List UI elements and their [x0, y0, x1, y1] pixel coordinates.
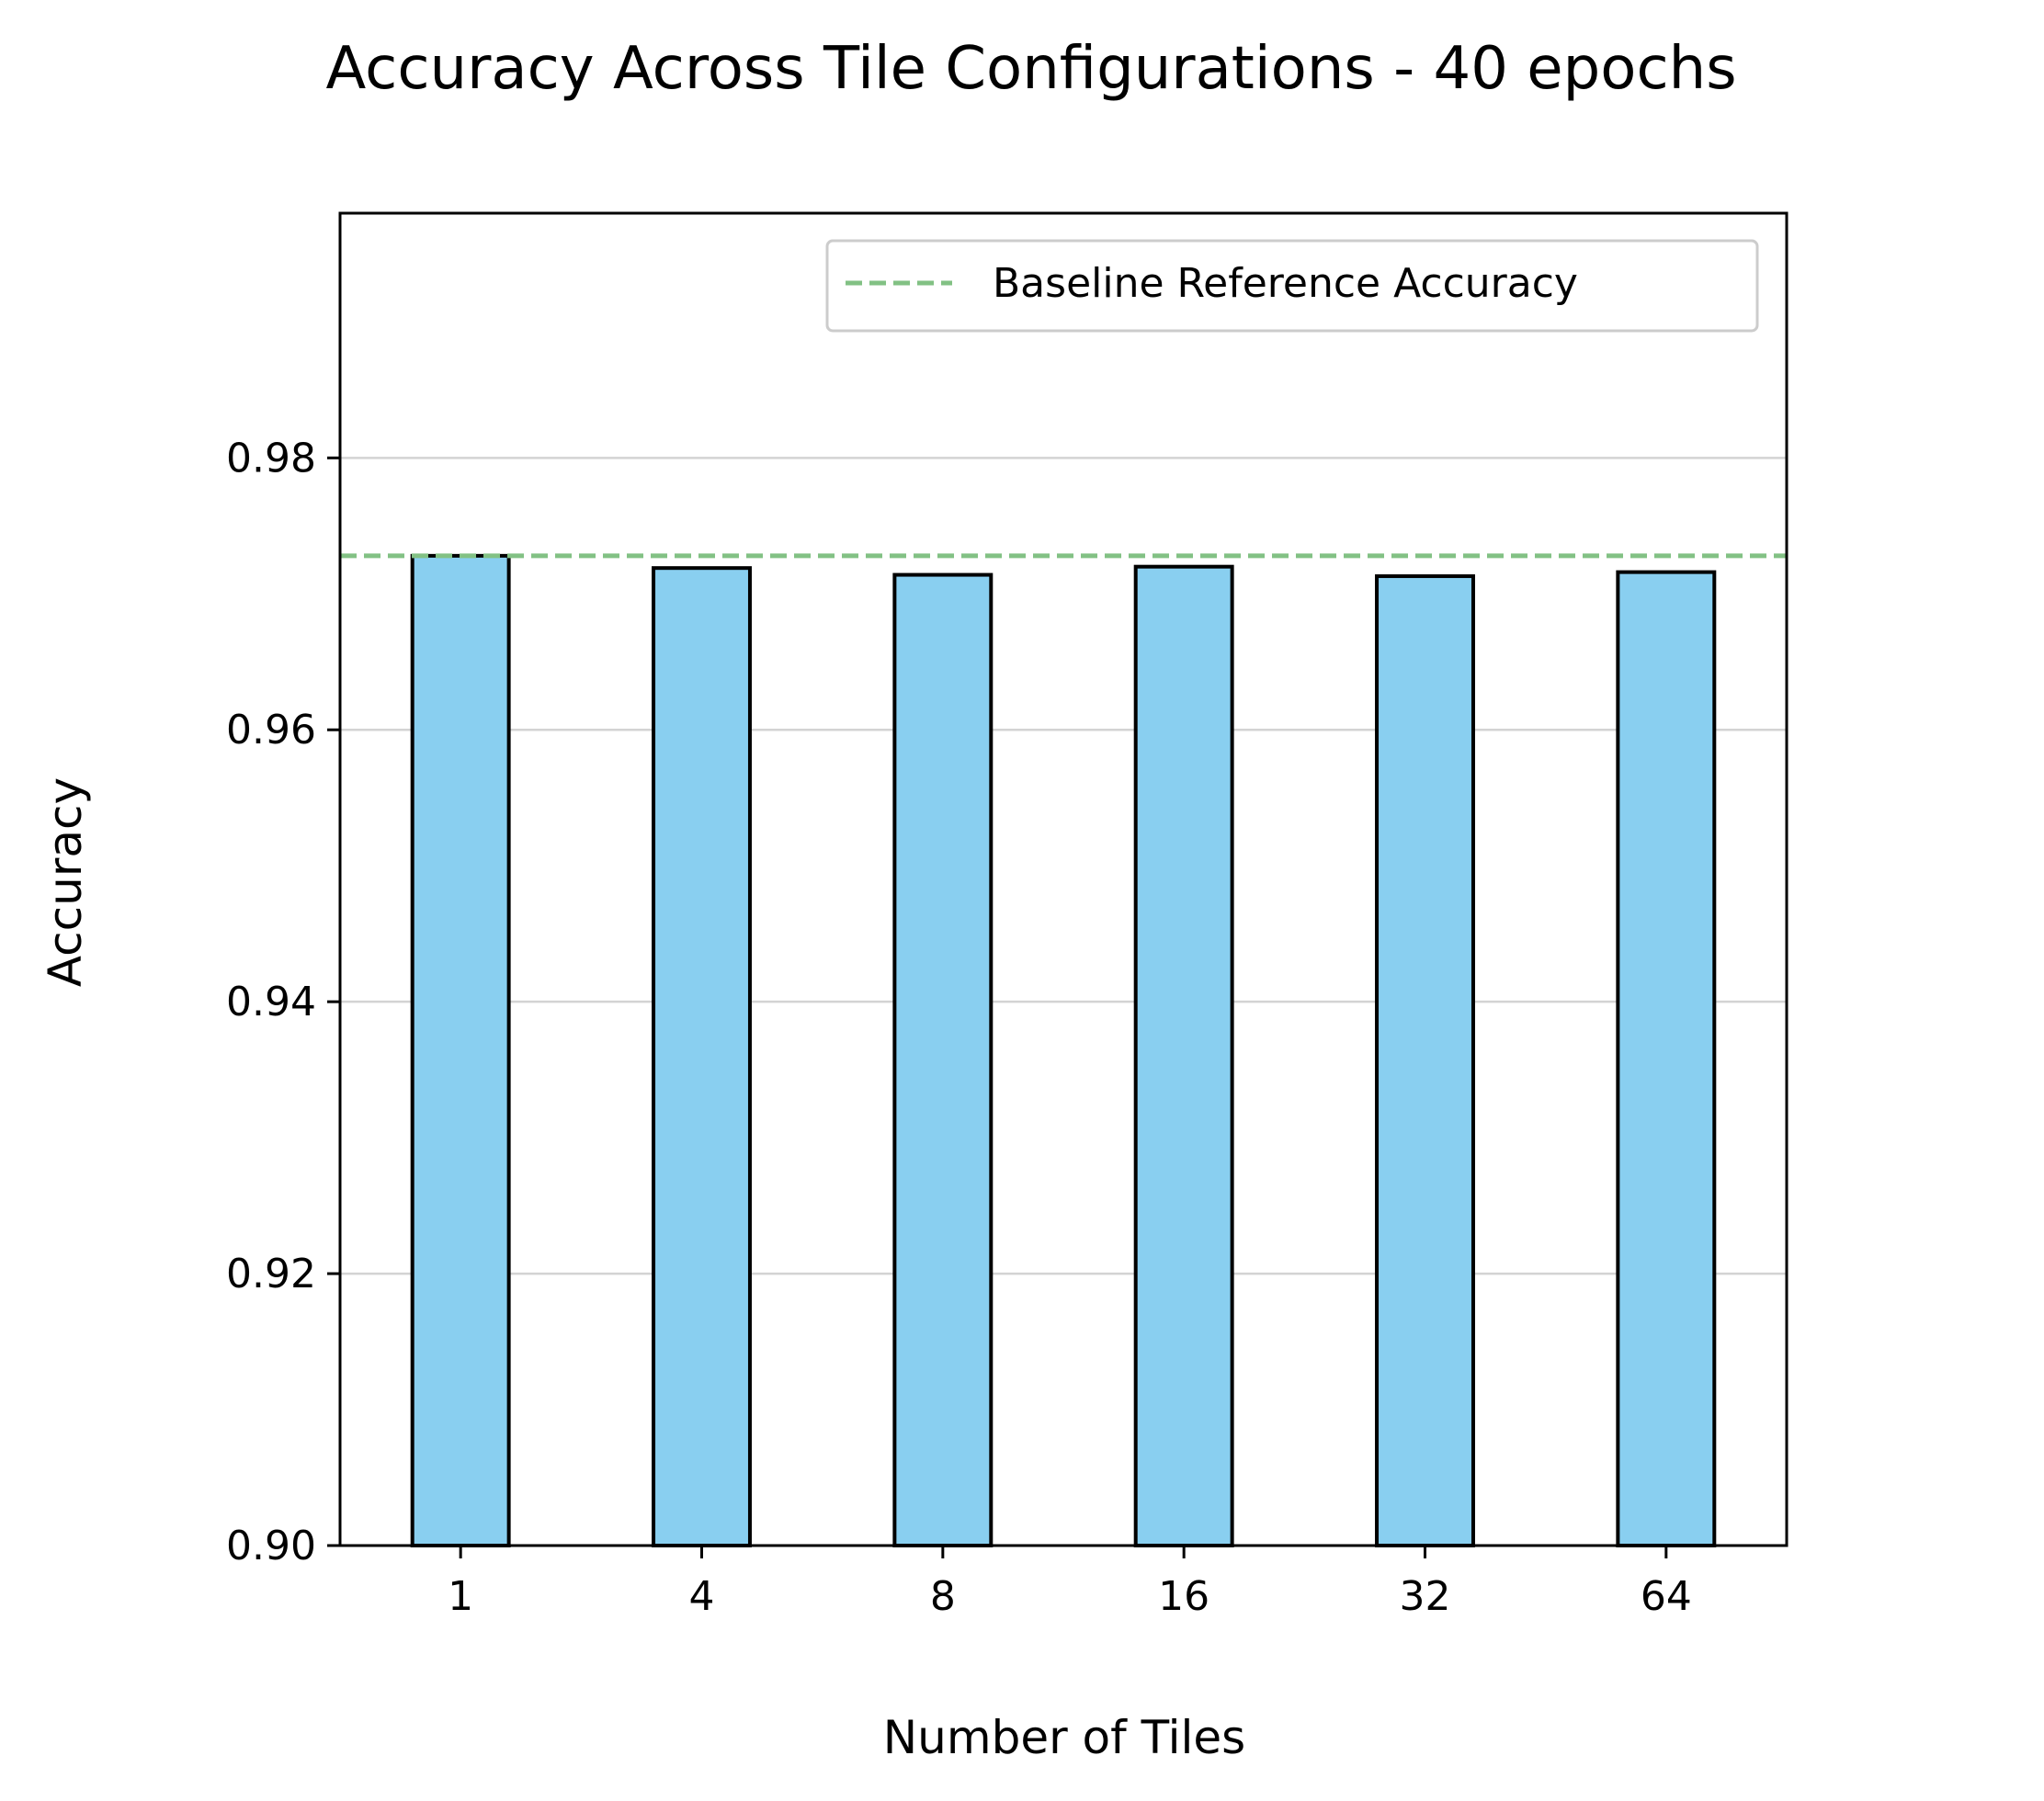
- chart-title: Accuracy Across Tile Configurations - 40…: [325, 35, 1736, 103]
- bar-64: [1616, 570, 1717, 1547]
- y-tick-label-1: 0.92: [226, 1251, 316, 1297]
- x-tick-label-32: 32: [1400, 1573, 1451, 1620]
- grid-lines: [340, 457, 1787, 1547]
- y-tick-label-3: 0.96: [226, 707, 316, 753]
- bars: [410, 553, 1717, 1547]
- x-tick-label-1: 1: [448, 1573, 473, 1620]
- x-tick-label-8: 8: [930, 1573, 956, 1620]
- legend-label-baseline: Baseline Reference Accuracy: [993, 260, 1578, 307]
- axes: [338, 211, 1788, 1547]
- x-axis-ticks: 1 4 8 16 32 64: [448, 1546, 1692, 1620]
- bar-1: [410, 553, 511, 1547]
- x-tick-label-64: 64: [1641, 1573, 1692, 1620]
- y-axis-label: Accuracy: [39, 777, 92, 987]
- bar-32: [1375, 574, 1475, 1547]
- x-tick-label-4: 4: [689, 1573, 715, 1620]
- bar-16: [1133, 564, 1234, 1547]
- y-tick-label-0: 0.90: [226, 1523, 316, 1569]
- y-tick-label-4: 0.98: [226, 435, 316, 481]
- bar-4: [652, 566, 752, 1547]
- legend: Baseline Reference Accuracy: [825, 239, 1759, 333]
- legend-box: [825, 239, 1759, 333]
- x-tick-label-16: 16: [1158, 1573, 1209, 1620]
- plot-frame: [338, 211, 1788, 1547]
- y-axis-ticks: 0.90 0.92 0.94 0.96 0.98: [226, 435, 340, 1569]
- y-tick-label-2: 0.94: [226, 979, 316, 1025]
- x-axis-label: Number of Tiles: [883, 1711, 1245, 1764]
- bar-8: [892, 572, 994, 1547]
